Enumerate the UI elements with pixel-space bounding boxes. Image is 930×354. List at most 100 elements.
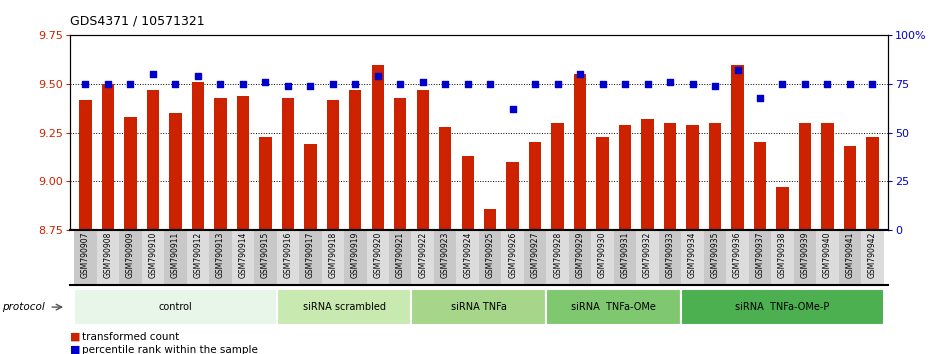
Bar: [574, 74, 586, 230]
Point: [865, 81, 880, 87]
Bar: [731, 64, 744, 230]
FancyBboxPatch shape: [501, 230, 524, 285]
Bar: [529, 143, 541, 230]
FancyBboxPatch shape: [479, 230, 501, 285]
FancyBboxPatch shape: [547, 289, 682, 325]
FancyBboxPatch shape: [276, 289, 411, 325]
Text: GSM790926: GSM790926: [508, 232, 517, 278]
Text: GSM790908: GSM790908: [103, 232, 113, 278]
FancyBboxPatch shape: [614, 230, 636, 285]
Point: [752, 95, 767, 101]
Bar: [618, 125, 631, 230]
Point: [326, 81, 340, 87]
Point: [370, 74, 385, 79]
Point: [505, 107, 520, 112]
Bar: [125, 117, 137, 230]
Text: GSM790936: GSM790936: [733, 232, 742, 278]
FancyBboxPatch shape: [322, 230, 344, 285]
Bar: [237, 96, 249, 230]
Text: siRNA scrambled: siRNA scrambled: [302, 302, 386, 312]
Text: GSM790940: GSM790940: [823, 232, 832, 278]
Point: [78, 81, 93, 87]
Text: GSM790929: GSM790929: [576, 232, 585, 278]
Text: GSM790941: GSM790941: [845, 232, 855, 278]
FancyBboxPatch shape: [793, 230, 817, 285]
Text: GSM790933: GSM790933: [666, 232, 674, 278]
Text: GSM790932: GSM790932: [643, 232, 652, 278]
Text: GSM790912: GSM790912: [193, 232, 203, 278]
Text: GSM790927: GSM790927: [531, 232, 539, 278]
Text: GSM790935: GSM790935: [711, 232, 720, 278]
Text: GSM790925: GSM790925: [485, 232, 495, 278]
Point: [595, 81, 610, 87]
FancyBboxPatch shape: [97, 230, 119, 285]
FancyBboxPatch shape: [658, 230, 682, 285]
Point: [348, 81, 363, 87]
Bar: [866, 137, 879, 230]
Point: [798, 81, 813, 87]
FancyBboxPatch shape: [366, 230, 389, 285]
FancyBboxPatch shape: [861, 230, 884, 285]
Bar: [821, 123, 833, 230]
FancyBboxPatch shape: [74, 230, 97, 285]
Text: GSM790937: GSM790937: [755, 232, 764, 278]
FancyBboxPatch shape: [232, 230, 254, 285]
Text: GSM790930: GSM790930: [598, 232, 607, 278]
FancyBboxPatch shape: [682, 230, 704, 285]
FancyBboxPatch shape: [726, 230, 749, 285]
FancyBboxPatch shape: [119, 230, 141, 285]
Bar: [642, 119, 654, 230]
Bar: [214, 98, 227, 230]
Text: GSM790914: GSM790914: [238, 232, 247, 278]
Text: GSM790931: GSM790931: [620, 232, 630, 278]
Point: [191, 74, 206, 79]
Text: GSM790917: GSM790917: [306, 232, 315, 278]
Point: [281, 83, 296, 89]
FancyBboxPatch shape: [591, 230, 614, 285]
FancyBboxPatch shape: [457, 230, 479, 285]
Text: GSM790918: GSM790918: [328, 232, 338, 278]
Point: [640, 81, 655, 87]
Point: [483, 81, 498, 87]
Point: [820, 81, 835, 87]
Point: [730, 68, 745, 73]
Bar: [484, 209, 497, 230]
Text: GSM790913: GSM790913: [216, 232, 225, 278]
Point: [775, 81, 790, 87]
Text: GSM790907: GSM790907: [81, 232, 90, 278]
FancyBboxPatch shape: [411, 230, 434, 285]
Bar: [417, 90, 429, 230]
Bar: [777, 187, 789, 230]
Point: [460, 81, 475, 87]
FancyBboxPatch shape: [411, 289, 547, 325]
Point: [145, 72, 160, 77]
Text: percentile rank within the sample: percentile rank within the sample: [82, 345, 258, 354]
Bar: [101, 84, 114, 230]
Text: protocol: protocol: [2, 302, 45, 312]
Bar: [372, 64, 384, 230]
Bar: [439, 127, 451, 230]
Bar: [754, 143, 766, 230]
Bar: [709, 123, 721, 230]
Text: GSM790919: GSM790919: [351, 232, 360, 278]
FancyBboxPatch shape: [569, 230, 591, 285]
Text: GDS4371 / 10571321: GDS4371 / 10571321: [70, 14, 205, 27]
Text: GSM790942: GSM790942: [868, 232, 877, 278]
Point: [685, 81, 700, 87]
Point: [551, 81, 565, 87]
Bar: [79, 99, 92, 230]
FancyBboxPatch shape: [704, 230, 726, 285]
Text: siRNA  TNFa-OMe-P: siRNA TNFa-OMe-P: [736, 302, 830, 312]
Bar: [551, 123, 564, 230]
Point: [213, 81, 228, 87]
Bar: [147, 90, 159, 230]
Text: GSM790916: GSM790916: [284, 232, 292, 278]
Bar: [507, 162, 519, 230]
Text: GSM790938: GSM790938: [778, 232, 787, 278]
Text: control: control: [158, 302, 193, 312]
FancyBboxPatch shape: [389, 230, 411, 285]
FancyBboxPatch shape: [839, 230, 861, 285]
FancyBboxPatch shape: [749, 230, 771, 285]
FancyBboxPatch shape: [74, 289, 276, 325]
Text: ■: ■: [70, 332, 80, 342]
